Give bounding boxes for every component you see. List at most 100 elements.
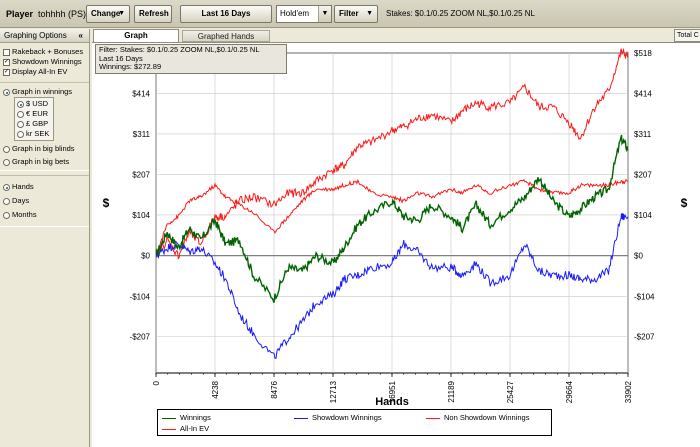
currency-sek-row[interactable]: kr SEK (15, 129, 53, 139)
x-axis-mode-group: Hands Days Months (0, 175, 89, 227)
currency-box: $ USD € EUR £ GBP kr SEK (14, 97, 54, 141)
graph-in-winnings-label: Graph in winnings (12, 87, 73, 96)
legend-winnings: Winnings (162, 413, 211, 422)
mode-days-row[interactable]: Days (0, 194, 89, 208)
currency-usd-row[interactable]: $ USD (15, 99, 53, 109)
collapse-icon[interactable]: « (78, 31, 83, 40)
y-tick-label: -$207 (634, 333, 655, 342)
legend-label: Non Showdown Winnings (444, 413, 530, 422)
rakeback-checkbox-row[interactable]: Rakeback + Bonuses (0, 47, 89, 57)
date-range-label: Last 16 Days (201, 9, 251, 18)
x-tick-label: 16951 (388, 380, 397, 403)
legend-showdown-winnings: Showdown Winnings (294, 413, 382, 422)
tab-total[interactable]: Total C (674, 29, 700, 42)
currency-sek-radio[interactable] (17, 131, 24, 138)
x-tick-label: 21189 (447, 380, 456, 402)
currency-eur-row[interactable]: € EUR (15, 109, 53, 119)
y-tick-label: -$104 (130, 292, 151, 301)
y-tick-label: $104 (132, 211, 150, 220)
mode-months-radio[interactable] (3, 212, 10, 219)
graph-in-big-blinds-row[interactable]: Graph in big blinds (0, 144, 89, 154)
player-label: Player (6, 9, 34, 19)
tab-graph[interactable]: Graph (93, 29, 179, 42)
winnings-line: Winnings: $272.89 (99, 62, 162, 71)
legend-allin-ev: All-In EV (162, 424, 209, 433)
y-tick-label: $0 (634, 252, 643, 261)
date-range-line: Last 16 Days (99, 53, 143, 63)
vertical-gridlines (155, 53, 629, 373)
chevron-down-icon: ▼ (318, 6, 331, 22)
options-checkboxes: Rakeback + Bonuses ✓ Showdown Winnings ✓… (0, 43, 89, 77)
showdown-checkbox-row[interactable]: ✓ Showdown Winnings (0, 57, 89, 67)
x-tick-labels: 0 4238 8476 12713 16951 21189 25427 29664 33902 (152, 380, 633, 403)
currency-gbp-row[interactable]: £ GBP (15, 119, 53, 129)
graphing-options-header: Graphing Options « (0, 29, 89, 43)
filter-button-label: Filter (339, 9, 359, 18)
chart-series (155, 47, 629, 359)
date-range-button[interactable]: Last 16 Days (180, 5, 272, 23)
graph-in-winnings-radio[interactable] (3, 89, 10, 96)
x-tick-label: 12713 (329, 380, 338, 403)
winnings-chart: -$207-$104$0$104$207$311$414$518 -$207-$… (103, 47, 688, 408)
rakeback-label: Rakeback + Bonuses (12, 47, 84, 56)
y-tick-label: $414 (634, 90, 652, 99)
player-name: tohhhh (PS) (38, 9, 87, 19)
currency-gbp-radio[interactable] (17, 121, 24, 128)
graph-in-big-bets-row[interactable]: Graph in big bets (0, 157, 89, 167)
rakeback-checkbox[interactable] (3, 49, 10, 56)
currency-eur-radio[interactable] (17, 111, 24, 118)
refresh-button-label: Refresh (139, 9, 169, 18)
stakes-text: Stakes: $0.1/0.25 ZOOM NL,$0.1/0.25 NL (386, 9, 535, 18)
allin-ev-checkbox[interactable]: ✓ (3, 69, 10, 76)
toolbar: Player tohhhh (PS) Change ▼ Refresh Last… (0, 0, 700, 28)
filter-info-box: Filter: Stakes: $0.1/0.25 ZOOM NL,$0.1/0… (95, 44, 287, 74)
chart-area: -$207-$104$0$104$207$311$414$518 -$207-$… (92, 42, 700, 447)
mode-months-row[interactable]: Months (0, 208, 89, 222)
change-button[interactable]: Change ▼ (86, 5, 130, 23)
y-tick-label: $207 (634, 171, 652, 180)
mode-hands-radio[interactable] (3, 184, 10, 191)
series-line-all-in-ev (155, 178, 628, 256)
y-tick-labels-right: -$207 -$104 $0 $104 $207 $311 $414 $518 (634, 49, 655, 342)
units-group: Graph in winnings $ USD € EUR £ GBP kr S… (0, 82, 89, 171)
y-tick-label: $207 (132, 171, 150, 180)
mode-months-label: Months (12, 210, 37, 219)
filter-button[interactable]: Filter ▼ (334, 5, 378, 23)
x-tick-label: 29664 (565, 380, 574, 403)
graph-in-big-bets-radio[interactable] (3, 159, 10, 166)
legend-label: All-In EV (180, 424, 210, 433)
graph-in-winnings-row[interactable]: Graph in winnings (0, 87, 89, 97)
showdown-checkbox[interactable]: ✓ (3, 59, 10, 66)
currency-usd-label: $ USD (26, 99, 49, 108)
x-tick-label: 33902 (624, 380, 633, 403)
chevron-down-icon: ▼ (118, 10, 125, 17)
chevron-down-icon: ▼ (366, 10, 373, 17)
legend-swatch (162, 428, 176, 430)
y-tick-label: $518 (634, 49, 652, 58)
mode-hands-row[interactable]: Hands (0, 180, 89, 194)
legend-label: Winnings (180, 413, 211, 422)
y-tick-label: $414 (132, 90, 150, 99)
currency-usd-radio[interactable] (17, 101, 24, 108)
graph-in-big-blinds-radio[interactable] (3, 146, 10, 153)
y-tick-label: $104 (634, 211, 652, 220)
y-tick-label: -$104 (634, 292, 655, 301)
y-tick-labels-left: -$207-$104$0$104$207$311$414$518 (130, 49, 151, 342)
game-select[interactable]: Hold'em ▼ (276, 5, 332, 23)
y-tick-label: $311 (133, 130, 151, 139)
chart-legend: Winnings Showdown Winnings Non Showdown … (157, 409, 552, 436)
tab-graphed-hands[interactable]: Graphed Hands (182, 30, 270, 42)
graphing-options-title: Graphing Options (4, 31, 67, 40)
mode-days-radio[interactable] (3, 198, 10, 205)
axis-ticks (155, 373, 629, 377)
game-select-value: Hold'em (280, 9, 310, 18)
refresh-button[interactable]: Refresh (134, 5, 172, 23)
x-tick-label: 4238 (211, 380, 220, 398)
legend-non-showdown-winnings: Non Showdown Winnings (426, 413, 529, 422)
x-tick-label: 8476 (270, 380, 279, 398)
currency-sek-label: kr SEK (26, 129, 50, 138)
showdown-label: Showdown Winnings (12, 57, 82, 66)
allin-ev-checkbox-row[interactable]: ✓ Display All-In EV (0, 67, 89, 77)
x-tick-label: 0 (152, 380, 161, 385)
y-tick-label: $0 (141, 252, 150, 261)
